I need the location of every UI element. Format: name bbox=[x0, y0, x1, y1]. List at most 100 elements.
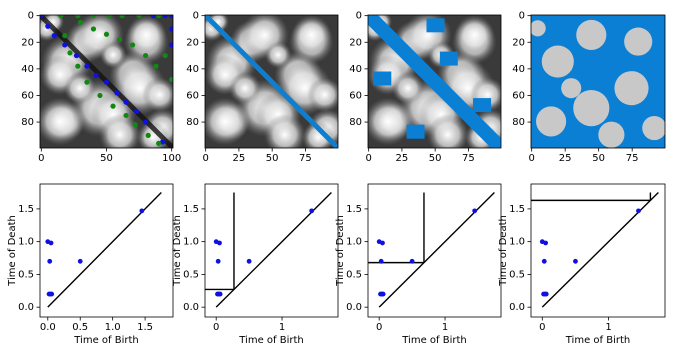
point bbox=[573, 258, 578, 264]
x-tick-label: 0 bbox=[376, 322, 382, 333]
panel: Time of Birth Time of Death 0 1 0.0 0.5 1.0 1.5 bbox=[172, 183, 339, 346]
region bbox=[406, 124, 425, 139]
y-tick-label: 60 bbox=[21, 90, 34, 101]
blob bbox=[642, 115, 665, 141]
blob bbox=[391, 72, 424, 105]
x-tick-label: 0 bbox=[213, 322, 219, 333]
axes-frame bbox=[367, 183, 502, 318]
point bbox=[77, 19, 84, 25]
y-tick-label: 0.0 bbox=[346, 302, 362, 313]
y-tick-label: 60 bbox=[512, 90, 525, 101]
x-tick-label: 0 bbox=[38, 153, 44, 164]
y-tick-label: 0 bbox=[356, 11, 362, 22]
point bbox=[119, 15, 125, 19]
y-tick-label: 40 bbox=[349, 64, 362, 75]
panel: Time of Birth Time of Death 0 1 0.0 0.5 1.0 1.5 bbox=[498, 183, 666, 346]
point bbox=[97, 92, 103, 99]
panel: 0 50 100 0 20 40 60 80 bbox=[21, 11, 181, 164]
y-tick-label: 0 bbox=[193, 11, 199, 22]
point bbox=[84, 79, 90, 85]
x-axis-label: Time of Birth bbox=[565, 335, 630, 346]
y-tick-label: 1.0 bbox=[18, 237, 34, 248]
point bbox=[49, 291, 55, 297]
point bbox=[543, 240, 548, 246]
x-tick-label: 1.5 bbox=[137, 322, 153, 333]
region bbox=[439, 51, 458, 66]
point bbox=[217, 240, 222, 246]
blob bbox=[142, 77, 173, 113]
axes-frame bbox=[39, 183, 174, 318]
blob bbox=[576, 19, 607, 51]
point bbox=[62, 42, 68, 48]
point bbox=[156, 15, 162, 19]
y-tick-label: 0.5 bbox=[183, 269, 199, 280]
point bbox=[541, 258, 547, 264]
region bbox=[473, 98, 492, 113]
point bbox=[215, 258, 221, 264]
x-tick-label: 0 bbox=[528, 153, 534, 164]
diagonal-region bbox=[368, 15, 501, 148]
image bbox=[205, 15, 338, 148]
diagonal bbox=[541, 192, 659, 308]
y-axis-label: Time of Death bbox=[172, 215, 183, 287]
blob bbox=[536, 106, 567, 137]
x-axis-label: Time of Birth bbox=[238, 335, 303, 346]
y-axis-label: Time of Death bbox=[498, 215, 509, 287]
point bbox=[143, 119, 149, 125]
x-tick-label: 50 bbox=[266, 153, 279, 164]
point bbox=[472, 208, 478, 214]
y-tick-label: 0.0 bbox=[18, 302, 34, 313]
point bbox=[169, 42, 173, 48]
x-tick-label: 1.0 bbox=[105, 322, 121, 333]
y-tick-label: 1.5 bbox=[509, 204, 525, 215]
panel: 0 25 50 75 0 20 40 60 80 bbox=[512, 11, 666, 164]
y-tick-label: 40 bbox=[186, 64, 199, 75]
y-tick-label: 0.5 bbox=[346, 269, 362, 280]
x-axis-label: Time of Birth bbox=[73, 335, 138, 346]
point bbox=[123, 99, 129, 105]
blob bbox=[291, 15, 332, 55]
point bbox=[47, 258, 53, 264]
y-tick-label: 80 bbox=[349, 117, 362, 128]
panel: 0 25 50 75 0 20 40 60 80 bbox=[186, 11, 339, 164]
y-tick-label: 0.0 bbox=[509, 302, 525, 313]
y-tick-label: 40 bbox=[512, 64, 525, 75]
point bbox=[153, 63, 159, 69]
x-tick-label: 50 bbox=[100, 153, 113, 164]
point bbox=[114, 90, 120, 96]
y-tick-label: 80 bbox=[186, 117, 199, 128]
point bbox=[378, 258, 384, 264]
point bbox=[136, 15, 142, 19]
y-tick-label: 1.5 bbox=[18, 204, 34, 215]
x-tick-label: 0 bbox=[202, 153, 208, 164]
blob bbox=[614, 71, 649, 106]
y-tick-label: 0 bbox=[519, 11, 525, 22]
point bbox=[90, 15, 97, 19]
point bbox=[58, 15, 64, 19]
axes-frame bbox=[530, 183, 666, 318]
blob bbox=[99, 41, 127, 69]
y-tick-label: 0.5 bbox=[509, 269, 525, 280]
point bbox=[75, 15, 81, 19]
point bbox=[217, 291, 223, 297]
image bbox=[368, 15, 501, 148]
y-tick-label: 1.0 bbox=[509, 237, 525, 248]
point bbox=[51, 33, 57, 39]
x-tick-label: 0 bbox=[365, 153, 371, 164]
point bbox=[156, 140, 162, 146]
y-tick-label: 80 bbox=[512, 117, 525, 128]
point bbox=[40, 15, 44, 19]
y-tick-label: 1.5 bbox=[346, 204, 362, 215]
x-tick-label: 25 bbox=[559, 153, 572, 164]
x-axis-label: Time of Birth bbox=[401, 335, 466, 346]
point bbox=[123, 112, 129, 119]
blob bbox=[624, 27, 653, 56]
point bbox=[106, 15, 112, 19]
point bbox=[380, 291, 386, 297]
x-tick-label: 75 bbox=[462, 153, 475, 164]
point bbox=[75, 63, 81, 69]
y-tick-label: 20 bbox=[349, 37, 362, 48]
blob bbox=[427, 113, 469, 148]
blob bbox=[541, 45, 574, 78]
